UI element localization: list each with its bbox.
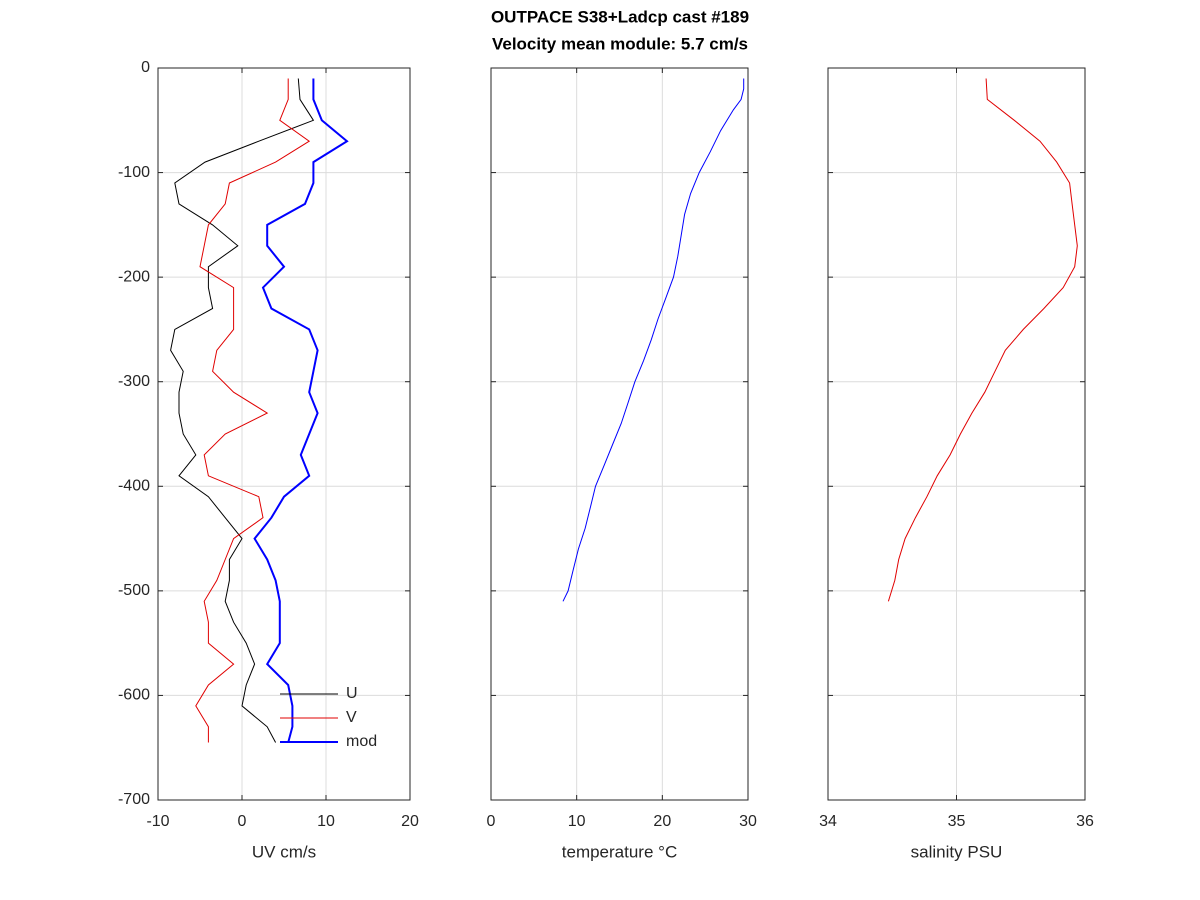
axes-frame xyxy=(827,67,1086,801)
x-tick-label: 30 xyxy=(739,813,757,830)
profile-line xyxy=(887,78,1078,602)
plot-area xyxy=(491,68,748,800)
y-tick-label: 0 xyxy=(141,59,150,76)
y-tick-label: -100 xyxy=(118,164,150,181)
x-tick-label: 35 xyxy=(948,813,966,830)
axes-frame xyxy=(490,67,749,801)
y-tick-label: -300 xyxy=(118,373,150,390)
title-line: OUTPACE S38+Ladcp cast #189 xyxy=(491,7,749,26)
legend-label: mod xyxy=(346,733,377,750)
profile-line xyxy=(562,78,745,602)
x-tick-label: 0 xyxy=(487,813,496,830)
profile-line xyxy=(170,78,315,743)
y-tick-label: -500 xyxy=(118,582,150,599)
x-axis-label: temperature °C xyxy=(562,842,677,861)
x-tick-label: 34 xyxy=(819,813,837,830)
x-axis-label: UV cm/s xyxy=(252,842,316,861)
x-axis-label: salinity PSU xyxy=(911,842,1003,861)
x-tick-label: 10 xyxy=(568,813,586,830)
x-tick-label: -10 xyxy=(146,813,169,830)
profile-line xyxy=(253,78,349,743)
legend-label: U xyxy=(346,685,358,702)
title-line: Velocity mean module: 5.7 cm/s xyxy=(492,34,748,53)
profile-line xyxy=(195,78,311,743)
y-tick-label: -700 xyxy=(118,791,150,808)
x-tick-label: 36 xyxy=(1076,813,1094,830)
x-tick-label: 10 xyxy=(317,813,335,830)
x-tick-label: 20 xyxy=(653,813,671,830)
y-tick-label: -600 xyxy=(118,687,150,704)
y-tick-label: -200 xyxy=(118,268,150,285)
x-tick-label: 0 xyxy=(238,813,247,830)
axes-frame xyxy=(157,67,411,801)
plot-area xyxy=(158,68,410,800)
x-tick-label: 20 xyxy=(401,813,419,830)
legend-label: V xyxy=(346,709,357,726)
y-tick-label: -400 xyxy=(118,478,150,495)
